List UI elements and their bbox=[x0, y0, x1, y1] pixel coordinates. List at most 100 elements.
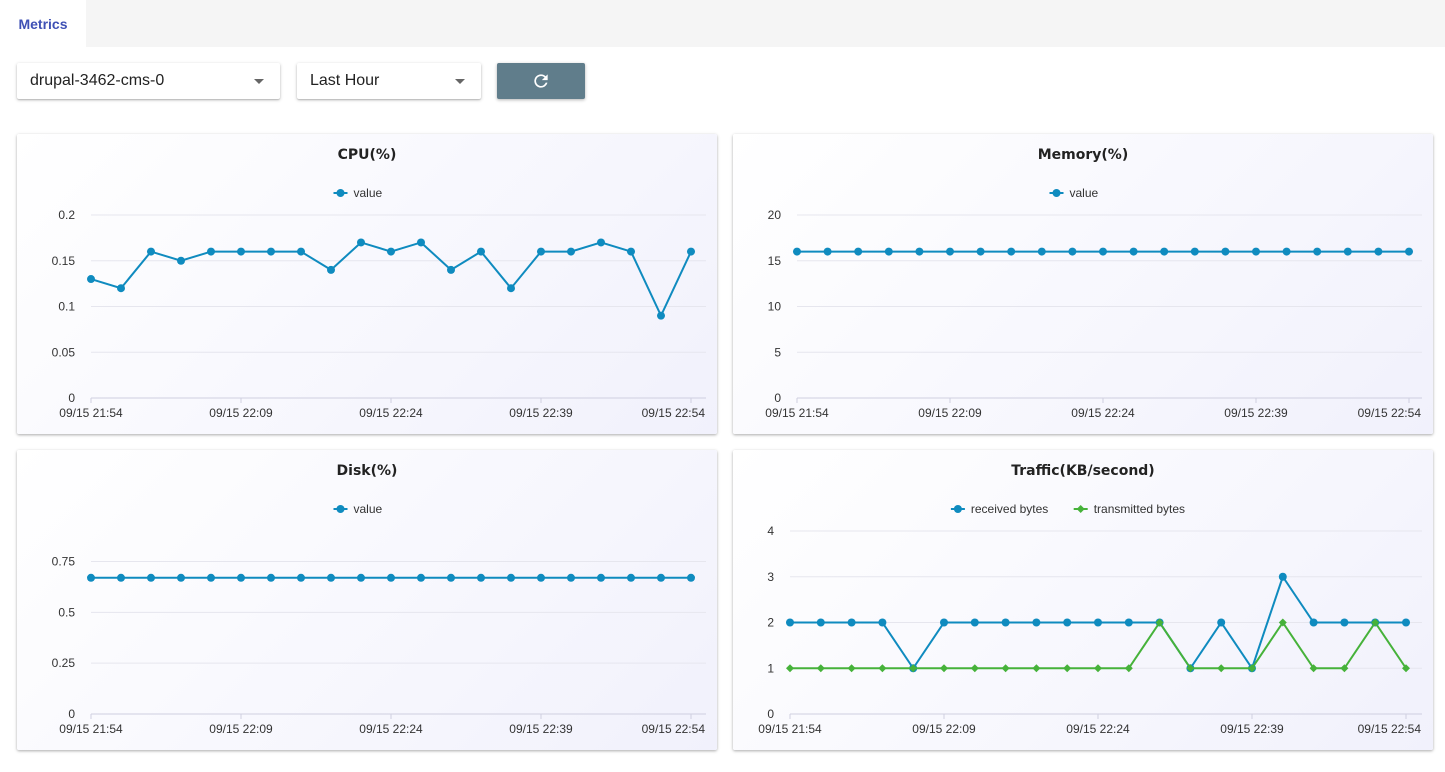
y-tick-label: 15 bbox=[768, 254, 782, 268]
data-point bbox=[1099, 248, 1107, 256]
data-point bbox=[1002, 664, 1010, 672]
data-point bbox=[1217, 619, 1225, 627]
data-point bbox=[567, 248, 575, 256]
data-point bbox=[597, 574, 605, 582]
data-point bbox=[1217, 664, 1225, 672]
x-tick-label: 09/15 22:39 bbox=[509, 722, 573, 736]
x-tick-label: 09/15 22:39 bbox=[1220, 722, 1284, 736]
data-point bbox=[1340, 619, 1348, 627]
chevron-down-icon bbox=[254, 79, 264, 84]
data-point bbox=[878, 664, 886, 672]
time-range-select[interactable]: Last Hour bbox=[297, 63, 481, 99]
x-tick-label: 09/15 21:54 bbox=[765, 406, 829, 420]
data-point bbox=[977, 248, 985, 256]
data-point bbox=[1130, 248, 1138, 256]
data-point bbox=[940, 664, 948, 672]
data-point bbox=[597, 238, 605, 246]
data-point bbox=[657, 312, 665, 320]
legend-marker bbox=[1053, 189, 1061, 197]
data-point bbox=[885, 248, 893, 256]
data-point bbox=[357, 238, 365, 246]
data-point bbox=[327, 574, 335, 582]
y-tick-label: 0.15 bbox=[52, 254, 76, 268]
disk-chart: Disk(%) value 0 0.25 0.5 0.75 09/15 21:54 09/15… bbox=[17, 450, 717, 750]
data-point bbox=[627, 574, 635, 582]
x-tick-label: 09/15 22:54 bbox=[642, 406, 706, 420]
data-point bbox=[87, 574, 95, 582]
data-point bbox=[1032, 619, 1040, 627]
data-point bbox=[357, 574, 365, 582]
data-point bbox=[627, 248, 635, 256]
data-point bbox=[147, 248, 155, 256]
x-tick-label: 09/15 22:09 bbox=[209, 722, 273, 736]
tab-bar: Metrics bbox=[0, 0, 1445, 47]
data-point bbox=[848, 664, 856, 672]
y-tick-label: 20 bbox=[768, 208, 782, 222]
y-tick-label: 2 bbox=[767, 616, 774, 630]
y-tick-label: 0.1 bbox=[58, 300, 75, 314]
data-point bbox=[387, 574, 395, 582]
x-tick-label: 09/15 21:54 bbox=[758, 722, 822, 736]
data-point bbox=[297, 248, 305, 256]
legend-label: value bbox=[354, 186, 383, 200]
data-point bbox=[507, 284, 515, 292]
legend-item: received bytes bbox=[951, 502, 1048, 516]
y-tick-label: 0 bbox=[68, 707, 75, 721]
legend-marker bbox=[337, 505, 345, 513]
legend-item: value bbox=[334, 502, 383, 516]
data-point bbox=[267, 248, 275, 256]
data-point bbox=[1094, 664, 1102, 672]
pod-select[interactable]: drupal-3462-cms-0 bbox=[17, 63, 280, 99]
disk-chart-card: Disk(%) value 0 0.25 0.5 0.75 09/15 21:54 09/15… bbox=[17, 450, 717, 750]
y-tick-label: 0 bbox=[767, 707, 774, 721]
chart-title: Memory(%) bbox=[1038, 147, 1129, 163]
legend-marker bbox=[337, 189, 345, 197]
data-point bbox=[447, 574, 455, 582]
x-tick-label: 09/15 22:54 bbox=[642, 722, 706, 736]
data-point bbox=[1063, 619, 1071, 627]
data-point bbox=[417, 238, 425, 246]
data-point bbox=[447, 266, 455, 274]
y-tick-label: 0.75 bbox=[52, 555, 76, 569]
data-point bbox=[817, 664, 825, 672]
traffic-chart-card: Traffic(KB/second) received bytes transmit… bbox=[733, 450, 1433, 750]
data-point bbox=[848, 619, 856, 627]
data-point bbox=[1374, 248, 1382, 256]
data-point bbox=[1007, 248, 1015, 256]
data-point bbox=[854, 248, 862, 256]
refresh-button[interactable] bbox=[497, 63, 585, 99]
data-point bbox=[177, 574, 185, 582]
cpu-chart: CPU(%) value 0 0.05 0.1 0.15 0.2 09/15 21:54 09/… bbox=[17, 134, 717, 434]
data-point bbox=[1313, 248, 1321, 256]
data-point bbox=[147, 574, 155, 582]
x-tick-label: 09/15 22:09 bbox=[918, 406, 982, 420]
data-point bbox=[297, 574, 305, 582]
memory-chart-card: Memory(%) value 0 5 10 15 20 09/15 21:54 09/15 2… bbox=[733, 134, 1433, 434]
data-point bbox=[417, 574, 425, 582]
data-point bbox=[507, 574, 515, 582]
x-tick-label: 09/15 22:24 bbox=[1066, 722, 1130, 736]
data-point bbox=[1402, 619, 1410, 627]
legend-marker bbox=[954, 505, 962, 513]
data-point bbox=[537, 574, 545, 582]
legend-item: value bbox=[1050, 186, 1099, 200]
data-point bbox=[237, 574, 245, 582]
data-point bbox=[1405, 248, 1413, 256]
y-tick-label: 0 bbox=[774, 391, 781, 405]
data-point bbox=[971, 664, 979, 672]
legend-label: transmitted bytes bbox=[1094, 502, 1185, 516]
x-tick-label: 09/15 21:54 bbox=[59, 406, 123, 420]
data-point bbox=[824, 248, 832, 256]
y-tick-label: 1 bbox=[767, 661, 774, 675]
data-point bbox=[915, 248, 923, 256]
legend-item: value bbox=[334, 186, 383, 200]
x-tick-label: 09/15 22:24 bbox=[359, 722, 423, 736]
legend-label: value bbox=[354, 502, 383, 516]
data-point bbox=[1252, 248, 1260, 256]
data-point bbox=[1160, 248, 1168, 256]
y-tick-label: 0.2 bbox=[58, 208, 75, 222]
data-point bbox=[477, 248, 485, 256]
y-tick-label: 0.05 bbox=[52, 345, 76, 359]
data-point bbox=[1063, 664, 1071, 672]
tab-metrics[interactable]: Metrics bbox=[0, 0, 86, 47]
